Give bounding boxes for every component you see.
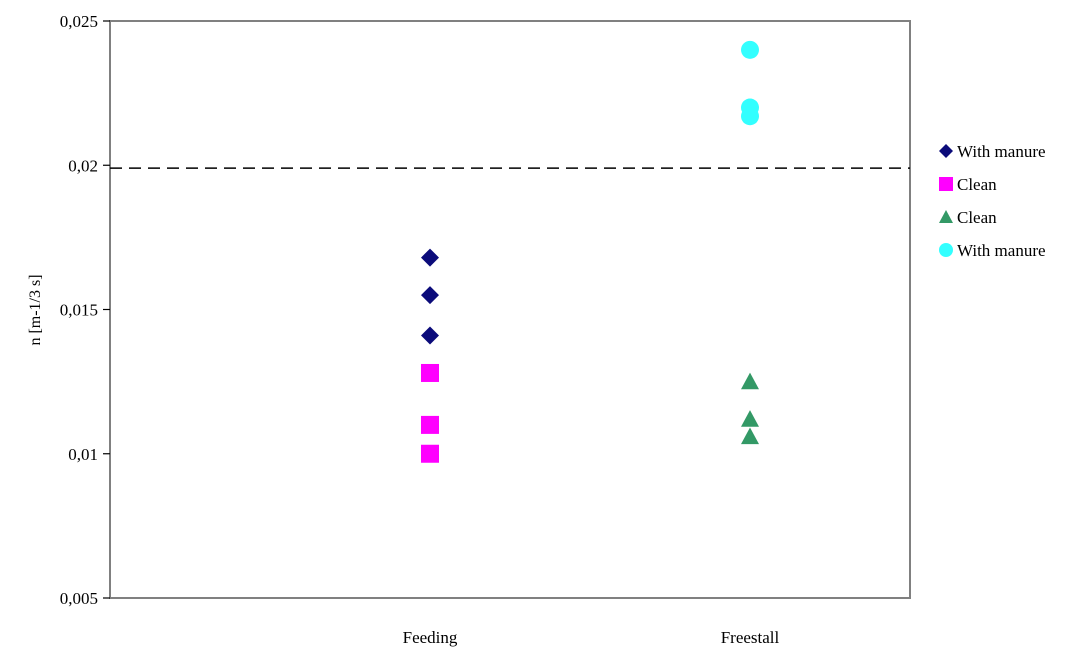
legend-label: With manure [957,241,1046,260]
data-point-square [421,364,439,382]
plot-area [110,21,910,598]
legend-marker-triangle [939,210,953,223]
y-tick-label: 0,005 [60,589,98,608]
data-point-square [421,445,439,463]
y-axis: 0,005 0,01 0,015 0,02 0,025 [60,12,110,608]
data-point-circle [741,41,759,59]
y-tick-label: 0,01 [68,445,98,464]
legend-marker-diamond [939,144,953,158]
x-tick-label: Feeding [403,628,458,647]
legend-marker-square [939,177,953,191]
data-point-square [421,416,439,434]
legend-label: Clean [957,175,997,194]
legend-label: Clean [957,208,997,227]
y-axis-title: n [m-1/3 s] [27,274,44,345]
legend-label: With manure [957,142,1046,161]
legend-marker-circle [939,243,953,257]
y-tick-label: 0,02 [68,156,98,175]
x-tick-label: Freestall [721,628,780,647]
data-point-circle [741,107,759,125]
y-tick-label: 0,025 [60,12,98,31]
x-axis: Feeding Freestall [403,628,780,647]
y-tick-label: 0,015 [60,301,98,320]
legend: With manure Clean Clean With manure [939,142,1046,260]
